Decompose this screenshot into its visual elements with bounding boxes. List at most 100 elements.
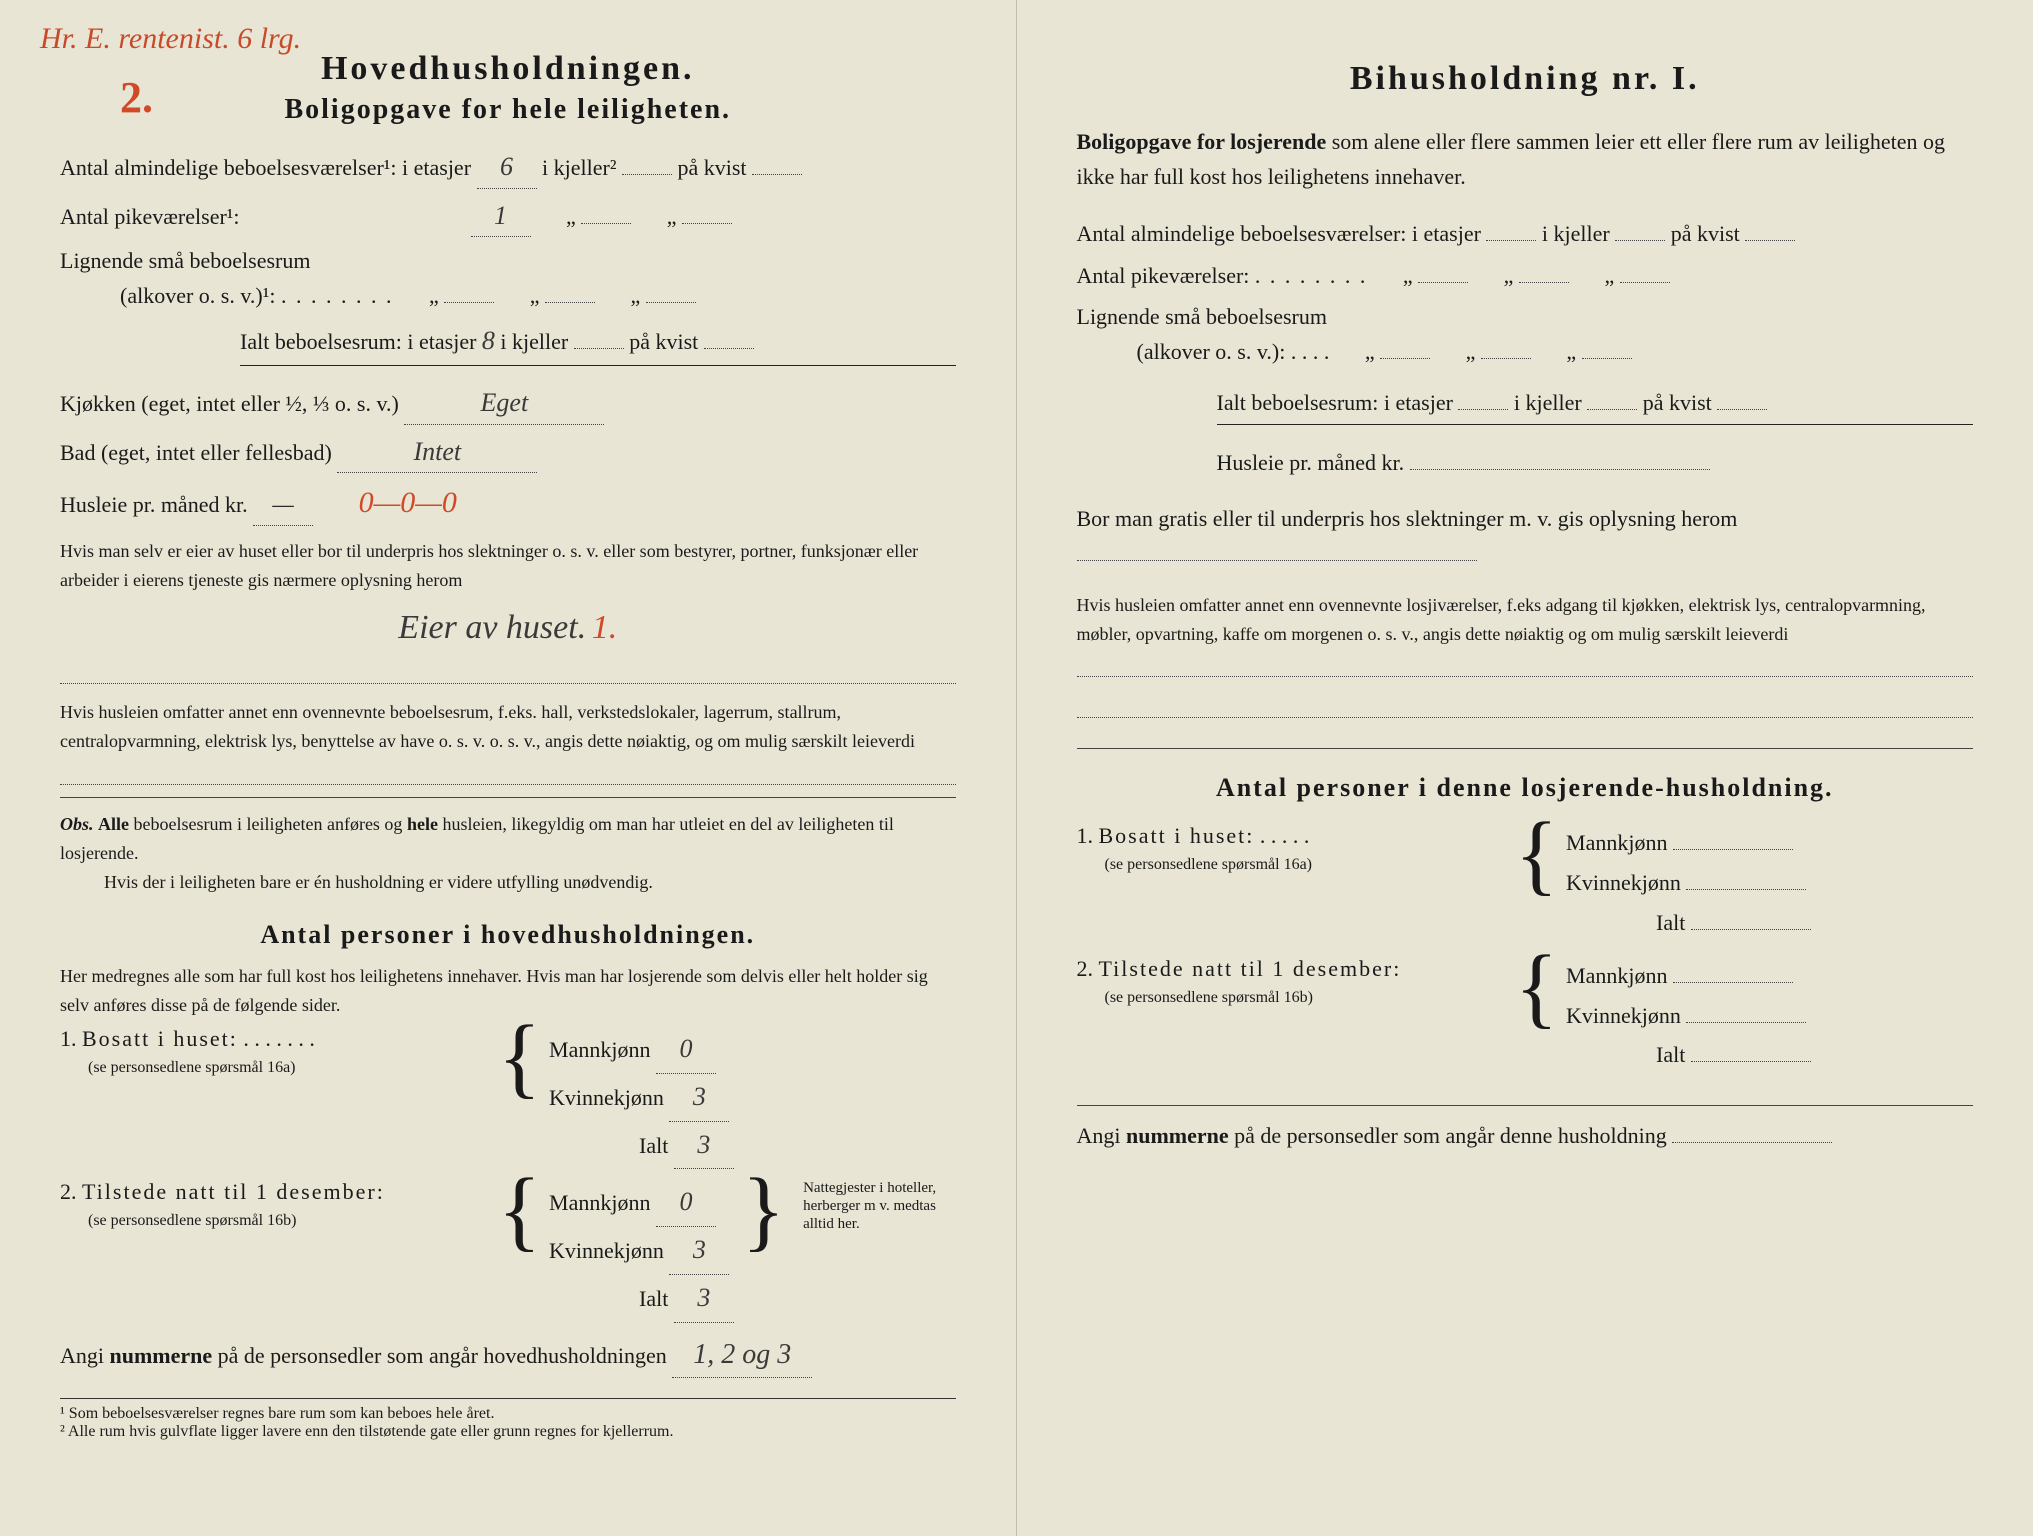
- side-note: Nattegjester i hoteller, herberger m v. …: [803, 1179, 943, 1233]
- label: Antal almindelige beboelsesværelser: i e…: [1077, 221, 1481, 246]
- kvinne-label: Kvinnekjønn: [1566, 1003, 1681, 1028]
- brace-icon: {: [1507, 956, 1566, 1019]
- question-1: 1. Bosatt i huset: . . . . . . . (se per…: [60, 1026, 956, 1169]
- num: 1.: [60, 1026, 77, 1051]
- mann-val: 0: [656, 1179, 716, 1227]
- dash: —: [253, 486, 313, 525]
- brace-icon: {: [490, 1026, 549, 1089]
- rooms-line-3: Lignende små beboelsesrum (alkover o. s.…: [60, 243, 956, 313]
- num: 2.: [60, 1179, 77, 1204]
- kvinne-label: Kvinnekjønn: [1566, 870, 1681, 895]
- sub: (se personsedlene spørsmål 16a): [1105, 856, 1313, 873]
- brace-icon: {: [490, 1179, 549, 1242]
- sub: (se personsedlene spørsmål 16a): [88, 1059, 296, 1076]
- kvinne-val: 3: [669, 1227, 729, 1275]
- bottom-val: 1, 2 og 3: [672, 1333, 812, 1379]
- label: Kjøkken (eget, intet eller ½, ⅓ o. s. v.…: [60, 391, 399, 416]
- blank-line: [1077, 695, 1974, 718]
- top-handwriting: Hr. E. rentenist. 6 lrg.: [40, 22, 301, 56]
- obs-block: Obs. Alle beboelsesrum i leiligheten anf…: [60, 810, 956, 896]
- blank: [752, 174, 802, 175]
- end: på kvist: [677, 155, 746, 180]
- owner-red: 1.: [592, 609, 618, 646]
- end: på kvist: [629, 329, 698, 354]
- brace-icon: {: [1507, 823, 1566, 886]
- kvinne-label: Kvinnekjønn: [549, 1085, 664, 1110]
- ialt-val: 3: [674, 1275, 734, 1323]
- footnotes: ¹ Som beboelsesværelser regnes bare rum …: [60, 1398, 956, 1441]
- mann-label: Mannkjønn: [1566, 963, 1667, 988]
- end: på kvist: [1671, 221, 1740, 246]
- mann-label: Mannkjønn: [1566, 830, 1667, 855]
- num: 2.: [1077, 956, 1094, 981]
- label: Tilstede natt til 1 desember:: [82, 1179, 385, 1204]
- label: Antal almindelige beboelsesværelser¹: i …: [60, 155, 471, 180]
- r-section2-title: Antal personer i denne losjerende-hushol…: [1077, 773, 1974, 803]
- right-title: Bihusholdning nr. I.: [1077, 60, 1974, 98]
- blank-line: [1077, 654, 1974, 677]
- blank-line: [60, 762, 956, 785]
- r-para1: Bor man gratis eller til underpris hos s…: [1077, 501, 1974, 571]
- mid: i kjeller: [500, 329, 568, 354]
- bottom-line: Angi nummerne på de personsedler som ang…: [60, 1333, 956, 1379]
- left-page: Hr. E. rentenist. 6 lrg. 2. Hovedhushold…: [0, 0, 1017, 1536]
- r-line3: Lignende små beboelsesrum (alkover o. s.…: [1077, 299, 1974, 369]
- label: Husleie pr. måned kr.: [60, 492, 248, 517]
- r-line1: Antal almindelige beboelsesværelser: i e…: [1077, 216, 1974, 251]
- label: Lignende små beboelsesrum: [60, 248, 311, 273]
- ialt-label: Ialt: [1656, 1042, 1685, 1067]
- r-rent: Husleie pr. måned kr.: [1217, 445, 1974, 480]
- brace-icon: }: [734, 1179, 793, 1242]
- zero: 0—0—0: [359, 486, 457, 519]
- mid: i kjeller: [1542, 221, 1610, 246]
- kvinne-label: Kvinnekjønn: [549, 1238, 664, 1263]
- sub: (alkover o. s. v.)¹:: [60, 283, 275, 308]
- right-intro: Boligopgave for losjerende som alene ell…: [1077, 124, 1974, 194]
- subtitle: Boligopgave for hele leiligheten.: [60, 94, 956, 126]
- val: Eget: [404, 382, 604, 425]
- label: Tilstede natt til 1 desember:: [1099, 956, 1402, 981]
- r-total: Ialt beboelsesrum: i etasjer i kjeller p…: [1217, 385, 1974, 425]
- sub: (alkover o. s. v.):: [1077, 339, 1286, 364]
- intro-bold: Boligopgave for losjerende: [1077, 129, 1327, 154]
- right-page: Bihusholdning nr. I. Boligopgave for los…: [1017, 0, 2033, 1536]
- label: Ialt beboelsesrum: i etasjer: [240, 329, 476, 354]
- label: Bosatt i huset:: [1099, 823, 1255, 848]
- fn1: ¹ Som beboelsesværelser regnes bare rum …: [60, 1405, 956, 1423]
- total-line: Ialt beboelsesrum: i etasjer 8 i kjeller…: [240, 320, 956, 367]
- ialt-label: Ialt: [1656, 910, 1685, 935]
- obs-text2: Hvis der i leiligheten bare er én hushol…: [104, 872, 653, 892]
- label: Bosatt i huset:: [82, 1026, 238, 1051]
- kitchen-line: Kjøkken (eget, intet eller ½, ⅓ o. s. v.…: [60, 382, 956, 425]
- r-question-1: 1. Bosatt i huset: . . . . . (se persons…: [1077, 823, 1974, 942]
- end: på kvist: [1643, 390, 1712, 415]
- owner-line: Eier av huset. 1.: [60, 601, 956, 655]
- r-line2: Antal pikeværelser: „ „ „: [1077, 258, 1974, 293]
- sub: (se personsedlene spørsmål 16b): [1105, 989, 1313, 1006]
- red-number: 2.: [120, 72, 153, 123]
- question-2: 2. Tilstede natt til 1 desember: (se per…: [60, 1179, 956, 1322]
- blank-line: [60, 661, 956, 684]
- obs-text1: Alle beboelsesrum i leiligheten anføres …: [60, 814, 894, 863]
- bath-line: Bad (eget, intet eller fellesbad) Intet: [60, 431, 956, 474]
- para1: Hvis man selv er eier av huset eller bor…: [60, 537, 956, 595]
- fn2: ² Alle rum hvis gulvflate ligger lavere …: [60, 1423, 956, 1441]
- mann-val: 0: [656, 1026, 716, 1074]
- r-bottom-line: Angi nummerne på de personsedler som ang…: [1077, 1118, 1974, 1153]
- blank: [622, 174, 672, 175]
- val: 6: [477, 146, 537, 189]
- label: Antal pikeværelser¹:: [60, 204, 240, 229]
- mid: i kjeller²: [542, 155, 616, 180]
- r-question-2: 2. Tilstede natt til 1 desember: (se per…: [1077, 956, 1974, 1075]
- val: 1: [471, 195, 531, 238]
- kvinne-val: 3: [669, 1074, 729, 1122]
- mann-label: Mannkjønn: [549, 1037, 650, 1062]
- obs-label: Obs.: [60, 814, 94, 834]
- val: 8: [482, 326, 495, 355]
- ialt-label: Ialt: [639, 1286, 668, 1311]
- rent-line: Husleie pr. måned kr. — 0—0—0: [60, 479, 956, 527]
- label: Antal pikeværelser:: [1077, 263, 1250, 288]
- section2-title: Antal personer i hovedhusholdningen.: [60, 920, 956, 950]
- ialt-val: 3: [674, 1122, 734, 1170]
- para2: Hvis husleien omfatter annet enn ovennev…: [60, 698, 956, 756]
